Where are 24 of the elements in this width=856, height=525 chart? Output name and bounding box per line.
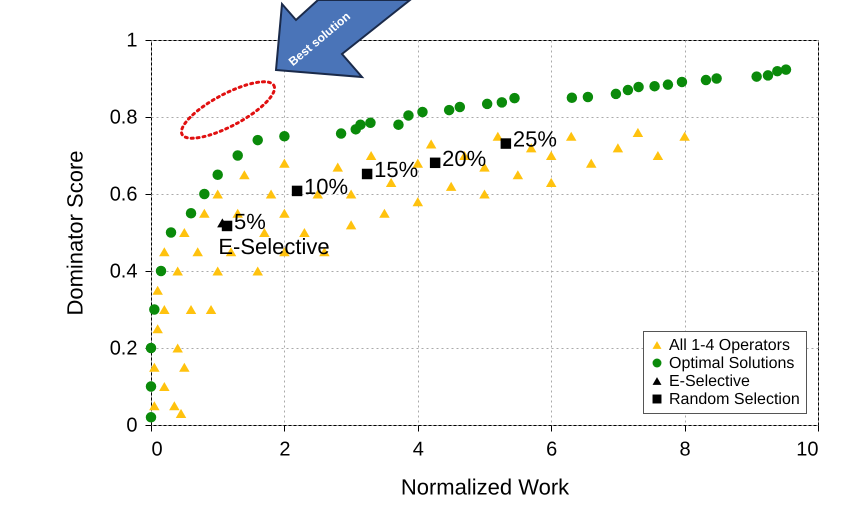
y-tick-label: 0.8 (110, 106, 138, 128)
legend-label: All 1-4 Operators (669, 337, 790, 354)
x-tick-label: 4 (412, 438, 424, 460)
annotation: 20% (442, 146, 486, 171)
annotation: 15% (374, 156, 418, 182)
y-tick-label: 0 (126, 414, 138, 436)
legend-label: Random Selection (669, 391, 800, 408)
y-tick-label: 0.4 (110, 260, 138, 282)
annotation: E-Selective (218, 234, 330, 259)
legend-label: Optimal Solutions (669, 355, 794, 372)
x-tick-label: 2 (279, 438, 290, 460)
legend-label: E-Selective (669, 373, 750, 390)
annotation: 10% (304, 174, 348, 199)
x-tick-label: 8 (680, 438, 691, 460)
y-tick-label: 0.2 (110, 338, 138, 360)
annotation: 5% (234, 208, 266, 234)
y-tick-label: 0.6 (110, 184, 138, 206)
x-tick-label: 10 (796, 438, 818, 460)
y-tick-label: 1 (126, 30, 138, 52)
x-axis-title: Normalized Work (400, 474, 570, 500)
x-tick-label: 0 (152, 438, 163, 460)
x-tick-label: 6 (546, 438, 558, 460)
y-axis-title: Dominator Score (62, 150, 88, 316)
annotation: 25% (512, 126, 557, 152)
